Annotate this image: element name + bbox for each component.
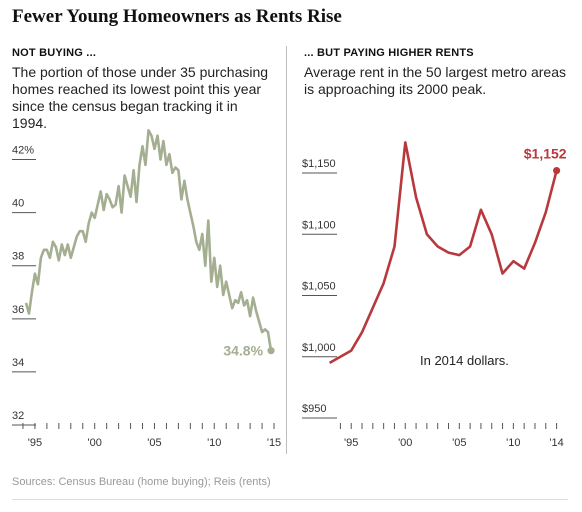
- rent-y-tick-label: $1,150: [302, 158, 336, 170]
- rent-x-tick-label: '95: [344, 437, 358, 449]
- homeownership-y-tick-label: 40: [12, 198, 24, 210]
- rent-annotation: In 2014 dollars.: [420, 353, 509, 368]
- rent-x-tick-label: '05: [452, 437, 466, 449]
- rent-series-line: [328, 141, 558, 365]
- homeownership-y-tick-label: 32: [12, 410, 24, 422]
- rent-x-tick-label: '14: [549, 437, 563, 449]
- chart-title: Fewer Young Homeowners as Rents Rise: [12, 6, 342, 27]
- rent-y-tick-label: $1,050: [302, 281, 336, 293]
- homeownership-x-tick-label: '10: [207, 437, 221, 449]
- rent-x-tick-label: '10: [506, 437, 520, 449]
- homeownership-end-point: [267, 347, 275, 355]
- rent-end-label: $1,152: [524, 146, 567, 162]
- source-note: Sources: Census Bureau (home buying); Re…: [12, 476, 271, 488]
- homeownership-y-tick-label: 42%: [12, 145, 34, 157]
- rent-y-tick-label: $950: [302, 403, 326, 415]
- rent-end-point: [552, 166, 561, 175]
- rent-x-tick-label: '00: [398, 437, 412, 449]
- right-panel-heading: ... BUT PAYING HIGHER RENTS: [304, 47, 474, 59]
- left-panel-heading: NOT BUYING ...: [12, 47, 97, 59]
- homeownership-x-tick-label: '00: [88, 437, 102, 449]
- homeownership-x-tick-label: '95: [28, 437, 42, 449]
- right-panel-description: Average rent in the 50 largest metro are…: [304, 64, 567, 97]
- homeownership-chart: 32 34 36 38 40 42% '95 '00 '05 '10 '15 34.8%: [12, 129, 281, 449]
- homeownership-series-line: [24, 129, 273, 351]
- left-panel-description: The portion of those under 35 purchasing…: [12, 64, 269, 131]
- bottom-rule: [12, 499, 568, 500]
- rent-y-tick-label: $1,000: [302, 342, 336, 354]
- homeownership-end-label: 34.8%: [223, 343, 263, 359]
- homeownership-x-tick-label: '15: [267, 437, 281, 449]
- homeownership-y-tick-label: 36: [12, 304, 24, 316]
- rent-chart: $950 $1,000 $1,050 $1,100 $1,150 '95 '00 '05 '10…: [302, 141, 567, 449]
- panel-divider: [286, 46, 287, 454]
- rent-y-tick-label: $1,100: [302, 219, 336, 231]
- homeownership-y-tick-label: 38: [12, 251, 24, 263]
- homeownership-x-tick-label: '05: [147, 437, 161, 449]
- homeownership-y-tick-label: 34: [12, 357, 24, 369]
